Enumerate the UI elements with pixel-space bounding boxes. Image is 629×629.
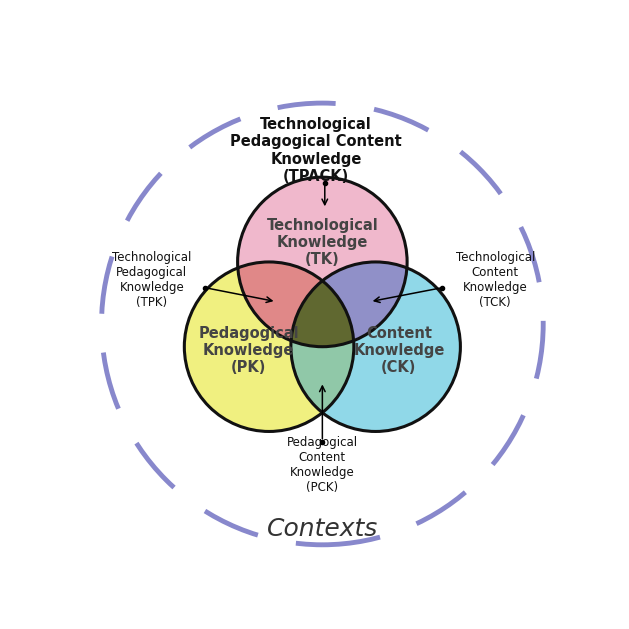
Text: Technological
Pedagogical
Knowledge
(TPK): Technological Pedagogical Knowledge (TPK…	[112, 251, 192, 309]
Circle shape	[238, 177, 407, 347]
Circle shape	[184, 262, 354, 431]
Text: Pedagogical
Content
Knowledge
(PCK): Pedagogical Content Knowledge (PCK)	[287, 437, 358, 494]
Text: Technological
Knowledge
(TK): Technological Knowledge (TK)	[267, 218, 378, 267]
PathPatch shape	[291, 341, 353, 413]
Text: Technological
Content
Knowledge
(TCK): Technological Content Knowledge (TCK)	[455, 251, 535, 309]
PathPatch shape	[323, 262, 407, 341]
Text: Contexts: Contexts	[267, 517, 378, 542]
PathPatch shape	[238, 262, 322, 341]
PathPatch shape	[291, 281, 353, 347]
Circle shape	[291, 262, 460, 431]
Text: Pedagogical
Knowledge
(PK): Pedagogical Knowledge (PK)	[198, 326, 299, 376]
Text: Technological
Pedagogical Content
Knowledge
(TPACK): Technological Pedagogical Content Knowle…	[230, 117, 402, 184]
Text: Content
Knowledge
(CK): Content Knowledge (CK)	[353, 326, 445, 376]
